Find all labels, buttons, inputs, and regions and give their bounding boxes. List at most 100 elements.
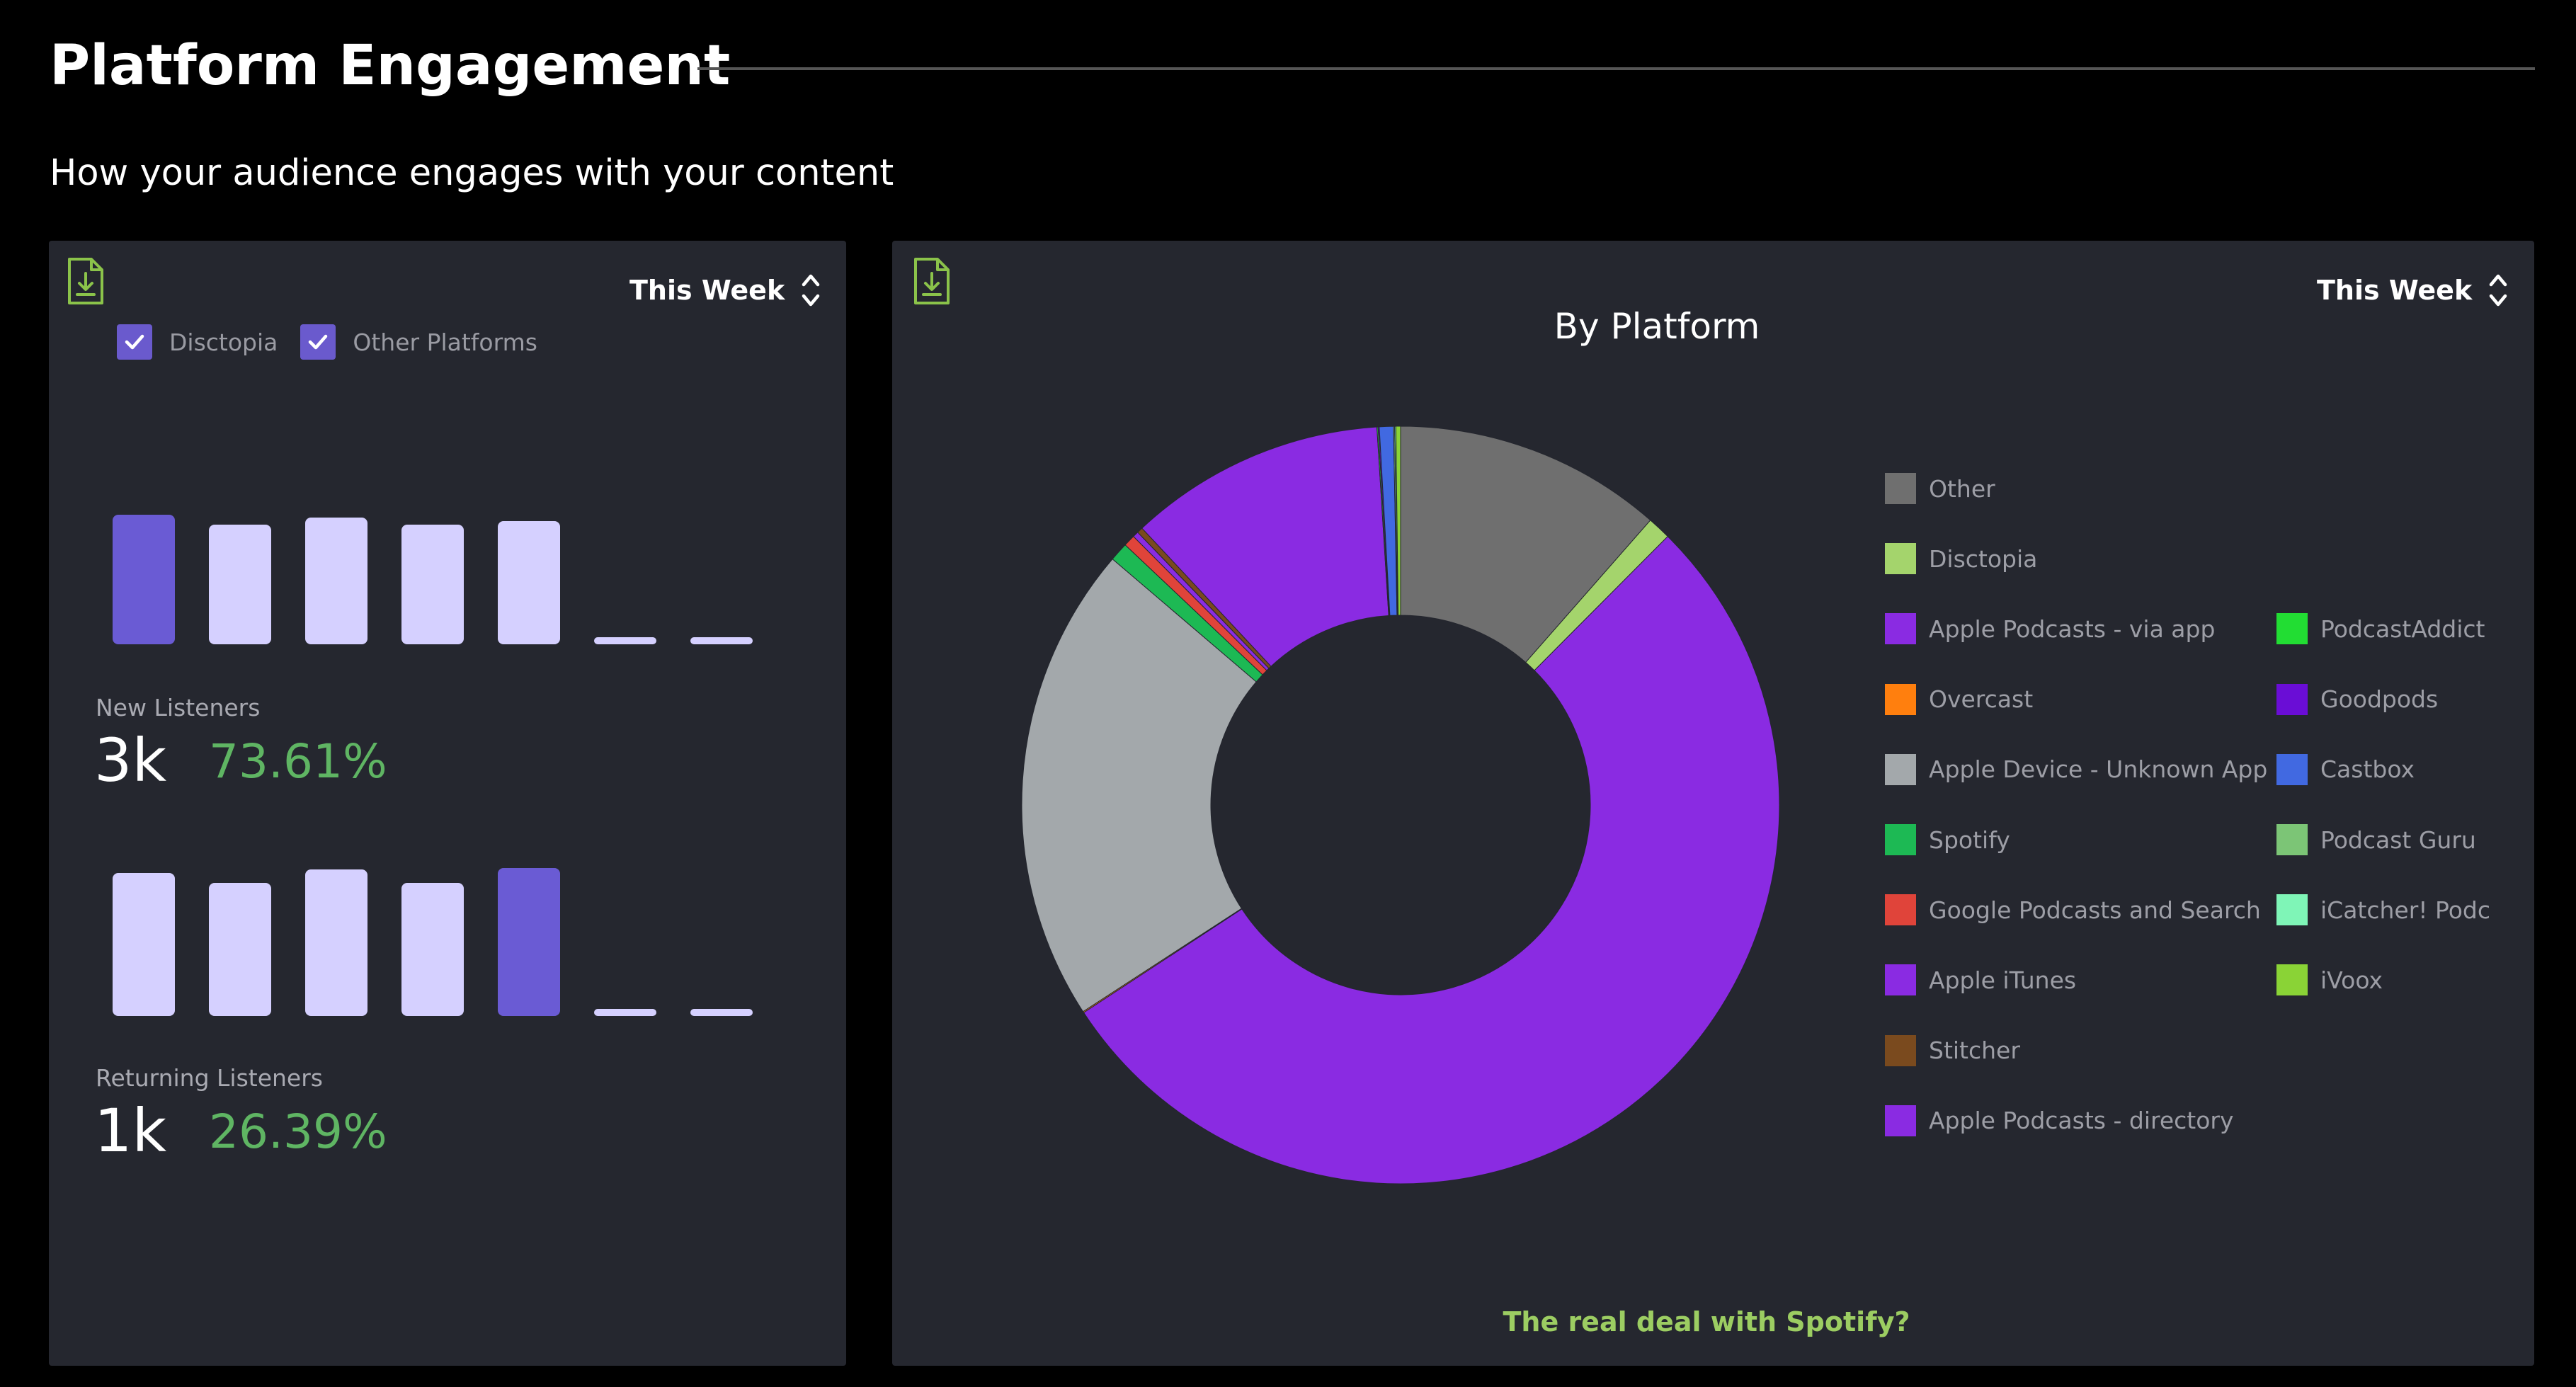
- legend-swatch: [1885, 894, 1916, 926]
- returning-listeners-percent: 26.39%: [209, 1105, 387, 1159]
- bar: [498, 867, 560, 1016]
- bar: [113, 514, 175, 644]
- new-listeners-label: New Listeners: [96, 694, 261, 721]
- legend-label: Apple Podcasts - directory: [1929, 1107, 2234, 1135]
- legend-label: Goodpods: [2320, 685, 2439, 714]
- legend-swatch: [2276, 894, 2308, 926]
- period-selector[interactable]: This Week: [2317, 270, 2509, 310]
- donut-slice[interactable]: [1083, 535, 1780, 1185]
- new-listeners-value: 3k: [94, 726, 167, 795]
- legend-item[interactable]: Disctopia: [1885, 543, 2038, 575]
- bar: [401, 883, 464, 1016]
- legend-item[interactable]: Castbox: [2276, 753, 2517, 785]
- legend-label: Apple Podcasts - via app: [1929, 615, 2216, 643]
- bar: [113, 872, 175, 1016]
- legend-label: PodcastAddict: [2320, 615, 2485, 643]
- bar-empty: [594, 637, 656, 644]
- legend-label: Google Podcasts and Search: [1929, 896, 2261, 924]
- legend-swatch: [2276, 824, 2308, 855]
- bar: [209, 883, 271, 1016]
- bar-empty: [690, 637, 753, 644]
- checkbox-other-platforms[interactable]: [300, 324, 336, 360]
- legend-label: iVoox: [2320, 966, 2383, 994]
- legend-swatch: [2276, 613, 2308, 645]
- legend-swatch: [1885, 964, 1916, 996]
- bar: [401, 524, 464, 644]
- returning-listeners-value: 1k: [94, 1096, 167, 1165]
- legend-swatch: [1885, 543, 1916, 575]
- legend-item[interactable]: iCatcher! Podc: [2276, 894, 2517, 926]
- checkbox-label: Other Platforms: [353, 328, 537, 356]
- chevron-up-down-icon: [2489, 274, 2507, 307]
- chart-legend: Other Disctopia Apple Podcasts - via app Ov…: [892, 241, 2534, 1232]
- checkbox-label: Disctopia: [169, 328, 278, 356]
- chart-title: By Platform: [1554, 306, 1760, 347]
- legend-label: Stitcher: [1929, 1037, 2020, 1065]
- chevron-up-down-icon: [802, 274, 820, 307]
- legend-item[interactable]: Google Podcasts and Search: [1885, 894, 2261, 926]
- legend-label: Other: [1929, 474, 1995, 503]
- legend-swatch: [2276, 753, 2308, 785]
- title-divider: [697, 67, 2535, 70]
- legend-item[interactable]: PodcastAddict: [2276, 613, 2517, 645]
- legend-label: Podcast Guru: [2320, 826, 2476, 854]
- bar-empty: [690, 1009, 753, 1016]
- legend-item[interactable]: Other: [1885, 473, 1995, 504]
- legend-item[interactable]: Apple Podcasts - via app: [1885, 613, 2216, 645]
- legend-item[interactable]: Podcast Guru: [2276, 824, 2517, 855]
- legend-item[interactable]: Goodpods: [2276, 683, 2517, 715]
- checkbox-disctopia[interactable]: [117, 324, 152, 360]
- new-listeners-bar-chart: [49, 241, 846, 666]
- download-button[interactable]: [912, 256, 952, 309]
- period-label: This Week: [2317, 275, 2473, 306]
- legend-swatch: [2276, 683, 2308, 715]
- bar: [305, 869, 367, 1016]
- legend-item[interactable]: iVoox: [2276, 964, 2517, 996]
- legend-swatch: [1885, 473, 1916, 504]
- page-title: Platform Engagement: [50, 34, 731, 98]
- platform-donut-chart: [1021, 426, 1780, 1185]
- period-label: This Week: [629, 275, 785, 306]
- legend-item[interactable]: Apple Device - Unknown App: [1885, 753, 2268, 785]
- series-filter: Disctopia Other Platforms: [117, 324, 560, 360]
- check-icon: [125, 334, 144, 350]
- download-button[interactable]: [66, 256, 106, 309]
- legend-swatch: [1885, 753, 1916, 785]
- legend-label: Apple Device - Unknown App: [1929, 755, 2268, 784]
- legend-label: Overcast: [1929, 685, 2034, 714]
- legend-swatch: [1885, 683, 1916, 715]
- returning-listeners-label: Returning Listeners: [96, 1064, 323, 1092]
- listeners-card: This Week Disctopia Other Platforms New …: [49, 241, 846, 1366]
- legend-swatch: [1885, 824, 1916, 855]
- donut-slice[interactable]: [1400, 426, 1651, 663]
- legend-swatch: [2276, 964, 2308, 996]
- legend-swatch: [1885, 613, 1916, 645]
- check-icon: [309, 334, 328, 350]
- new-listeners-percent: 73.61%: [209, 734, 387, 789]
- returning-listeners-bar-chart: [49, 241, 846, 1041]
- bar-empty: [594, 1009, 656, 1016]
- legend-item[interactable]: Apple iTunes: [1885, 964, 2077, 996]
- donut-slice[interactable]: [1021, 558, 1257, 1012]
- page-subtitle: How your audience engages with your cont…: [50, 152, 894, 194]
- legend-swatch: [1885, 1105, 1916, 1136]
- period-selector[interactable]: This Week: [629, 270, 821, 310]
- legend-swatch: [1885, 1034, 1916, 1066]
- legend-item[interactable]: Stitcher: [1885, 1034, 2020, 1066]
- bar: [305, 518, 367, 644]
- donut-slice[interactable]: [1395, 426, 1401, 616]
- legend-item[interactable]: Overcast: [1885, 683, 2034, 715]
- bar: [209, 524, 271, 644]
- donut-slice[interactable]: [1141, 426, 1389, 667]
- legend-label: Castbox: [2320, 755, 2415, 784]
- legend-label: Disctopia: [1929, 544, 2038, 573]
- legend-label: Apple iTunes: [1929, 966, 2077, 994]
- legend-label: iCatcher! Podc: [2320, 896, 2491, 924]
- legend-label: Spotify: [1929, 826, 2010, 854]
- legend-item[interactable]: Spotify: [1885, 824, 2010, 855]
- legend-item[interactable]: Apple Podcasts - directory: [1885, 1105, 2234, 1136]
- download-file-icon: [68, 258, 103, 304]
- spotify-info-link[interactable]: The real deal with Spotify?: [1503, 1306, 1910, 1337]
- download-file-icon: [914, 258, 950, 304]
- platform-card: This Week By Platform Other Disctopia Appl…: [892, 241, 2534, 1366]
